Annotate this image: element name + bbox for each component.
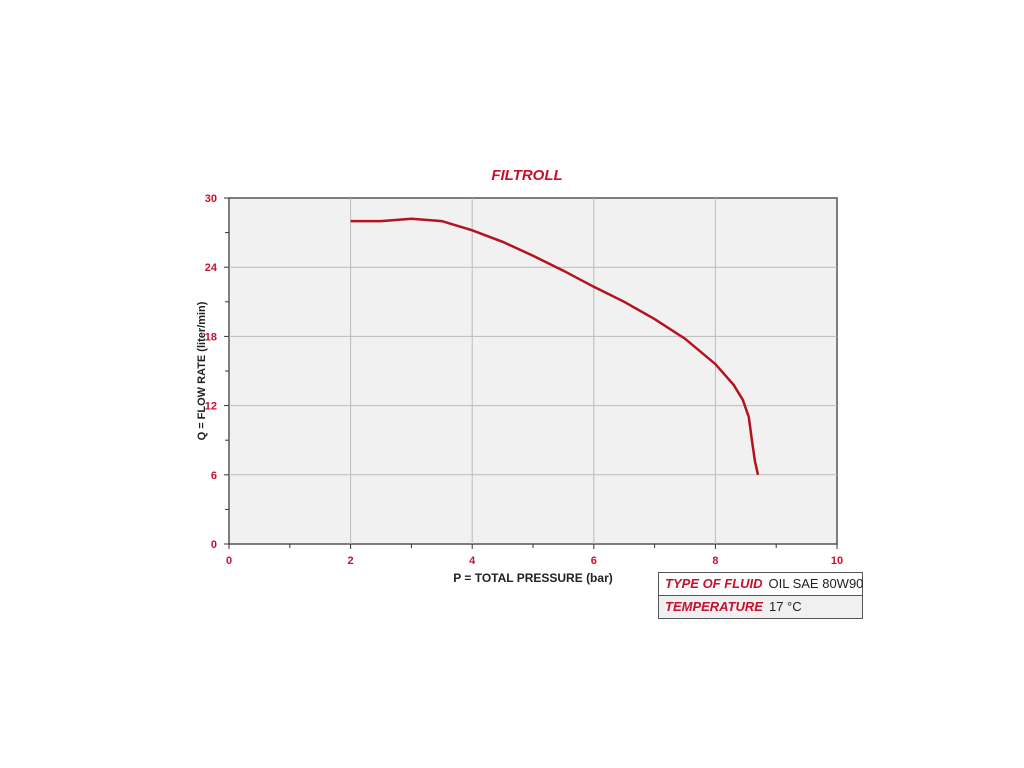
chart-title: FILTROLL [491, 167, 562, 184]
fluid-label: TYPE OF FLUID [665, 576, 763, 591]
temperature-value: 17 °C [768, 599, 802, 614]
x-axis-label: P = TOTAL PRESSURE (bar) [453, 571, 612, 585]
x-tick-label: 6 [591, 555, 597, 567]
fluid-value: OIL SAE 80W90 [768, 576, 864, 591]
x-tick-label: 0 [226, 555, 232, 567]
y-tick-label: 12 [205, 401, 217, 413]
x-tick-label: 10 [831, 555, 843, 567]
y-tick-label: 6 [211, 470, 217, 482]
temperature-label: TEMPERATURE [665, 599, 763, 614]
y-axis-label: Q = FLOW RATE (liter/min) [196, 301, 208, 440]
x-tick-label: 8 [712, 555, 718, 567]
fluid-row: TYPE OF FLUID OIL SAE 80W90 [659, 573, 864, 595]
y-tick-label: 24 [205, 262, 218, 274]
plot-area [228, 197, 838, 545]
y-tick-label: 30 [205, 193, 217, 205]
x-tick-label: 4 [469, 555, 476, 567]
fluid-info-table: TYPE OF FLUID OIL SAE 80W90 TEMPERATURE 17… [658, 572, 863, 619]
temperature-row: TEMPERATURE 17 °C [659, 595, 862, 618]
x-tick-label: 2 [348, 555, 354, 567]
y-tick-label: 18 [205, 331, 217, 343]
y-tick-label: 0 [211, 539, 217, 551]
series-line [350, 217, 760, 476]
